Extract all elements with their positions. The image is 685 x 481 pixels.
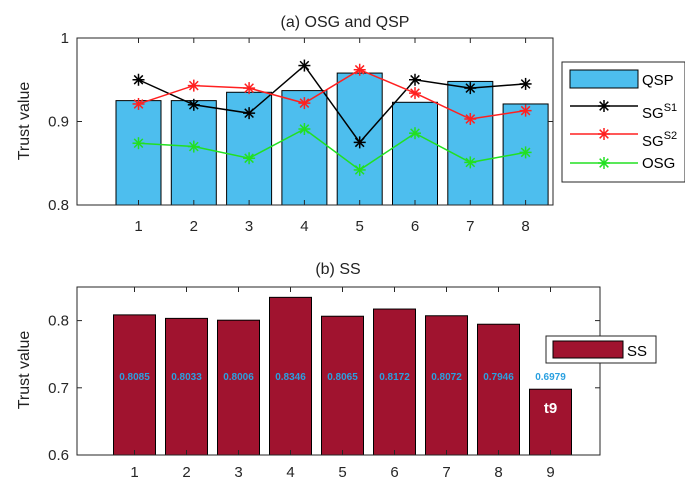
chart-b-xtick-label: 8: [494, 464, 502, 481]
chart-b-data-label: 0.8072: [431, 372, 462, 383]
chart-a-bars: [116, 73, 548, 205]
chart-a-bar-qsp: [171, 101, 216, 205]
chart-a-point-1: [298, 97, 310, 109]
chart-a-point-0: [188, 99, 200, 111]
chart-a-xtick-label: 1: [134, 218, 142, 235]
chart-b-xtick-label: 1: [130, 464, 138, 481]
chart-a-point-2: [188, 141, 200, 153]
chart-a-point-2: [354, 164, 366, 176]
legend-sgs2-marker: [598, 128, 610, 140]
chart-a-point-1: [520, 105, 532, 117]
chart-b-bar-ss: [478, 324, 520, 455]
chart-b-bar-ss: [426, 316, 468, 455]
chart-a-point-2: [464, 156, 476, 168]
chart-a-point-0: [409, 74, 421, 86]
legend-qsp-label: QSP: [642, 72, 674, 89]
chart-a-point-1: [243, 82, 255, 94]
chart-b-title: (b) SS: [315, 261, 360, 278]
chart-a-point-1: [464, 113, 476, 125]
chart-a-point-1: [409, 87, 421, 99]
chart-b-data-label: 0.6979: [535, 372, 566, 383]
chart-a-point-2: [409, 127, 421, 139]
chart-a-point-0: [354, 136, 366, 148]
chart-b-annotation: t9: [544, 400, 557, 417]
chart-b-data-label: 0.8006: [223, 372, 254, 383]
legend-qsp-swatch: [570, 70, 638, 88]
chart-a-point-2: [133, 137, 145, 149]
chart-a-point-2: [520, 146, 532, 158]
chart-b-bar-ss: [166, 318, 208, 455]
chart-a-point-0: [520, 78, 532, 90]
chart-b-data-label: 0.8346: [275, 372, 306, 383]
chart-a-xtick-label: 3: [245, 218, 253, 235]
chart-a-xtick-label: 5: [356, 218, 364, 235]
chart-a-ytick-label: 0.8: [48, 197, 69, 214]
chart-a-xtick-label: 7: [466, 218, 474, 235]
chart-a-ytick-label: 1: [61, 30, 69, 47]
chart-b-data-label: 0.8085: [119, 372, 150, 383]
chart-b-legend: SS: [546, 336, 656, 363]
legend-star: [598, 157, 610, 169]
chart-b: (b) SS Trust value 0.8085 0.8033 0.8006 0.8…: [16, 261, 656, 481]
chart-b-ytick-label: 0.6: [48, 447, 69, 464]
chart-b-data-label: 0.8172: [379, 372, 410, 383]
chart-b-xtick-label: 3: [234, 464, 242, 481]
chart-a-legend: QSP SGS1 SGS2 OSG: [562, 62, 685, 182]
chart-a-point-0: [133, 74, 145, 86]
chart-a-bar-qsp: [448, 81, 493, 205]
chart-b-xtick-label: 6: [390, 464, 398, 481]
chart-a-xtick-label: 4: [300, 218, 308, 235]
chart-a-point-1: [188, 80, 200, 92]
chart-a-point-1: [354, 64, 366, 76]
chart-b-xtick-label: 9: [546, 464, 554, 481]
legend-ss-swatch: [553, 341, 623, 358]
chart-b-data-label: 0.7946: [483, 372, 514, 383]
chart-a-point-0: [298, 60, 310, 72]
chart-b-ytick-label: 0.8: [48, 313, 69, 330]
legend-osg-label: OSG: [642, 155, 675, 172]
chart-a-ytick-label: 0.9: [48, 114, 69, 131]
chart-a-title: (a) OSG and QSP: [281, 14, 410, 31]
chart-a-point-1: [133, 98, 145, 110]
chart-b-xtick-label: 7: [442, 464, 450, 481]
chart-a-point-2: [298, 123, 310, 135]
chart-a-bar-qsp: [393, 102, 438, 205]
chart-b-data-label: 0.8065: [327, 372, 358, 383]
chart-b-bar-ss: [114, 315, 156, 455]
chart-b-bar-ss: [218, 320, 260, 455]
legend-ss-label: SS: [627, 343, 647, 360]
chart-b-xtick-label: 5: [338, 464, 346, 481]
chart-b-bar-ss: [322, 316, 364, 455]
chart-a-xtick-label: 6: [411, 218, 419, 235]
legend-star: [598, 100, 610, 112]
legend-osg-marker: [598, 157, 610, 169]
chart-b-data-label: 0.8033: [171, 372, 202, 383]
chart-a-point-0: [464, 82, 476, 94]
chart-b-ylabel: Trust value: [16, 331, 33, 410]
legend-sgs1-marker: [598, 100, 610, 112]
chart-a-bar-qsp: [116, 101, 161, 205]
chart-b-ytick-label: 0.7: [48, 380, 69, 397]
legend-star: [598, 128, 610, 140]
chart-b-xtick-label: 4: [286, 464, 294, 481]
chart-a-point-2: [243, 152, 255, 164]
chart-b-bar-ss: [530, 389, 572, 455]
chart-a-xtick-label: 8: [521, 218, 529, 235]
chart-b-xtick-label: 2: [182, 464, 190, 481]
chart-a: (a) OSG and QSP Trust value 0.8 0.9 1 1 2 3 4…: [16, 14, 685, 235]
chart-a-point-0: [243, 107, 255, 119]
chart-a-ylabel: Trust value: [16, 82, 33, 161]
chart-a-xtick-label: 2: [190, 218, 198, 235]
